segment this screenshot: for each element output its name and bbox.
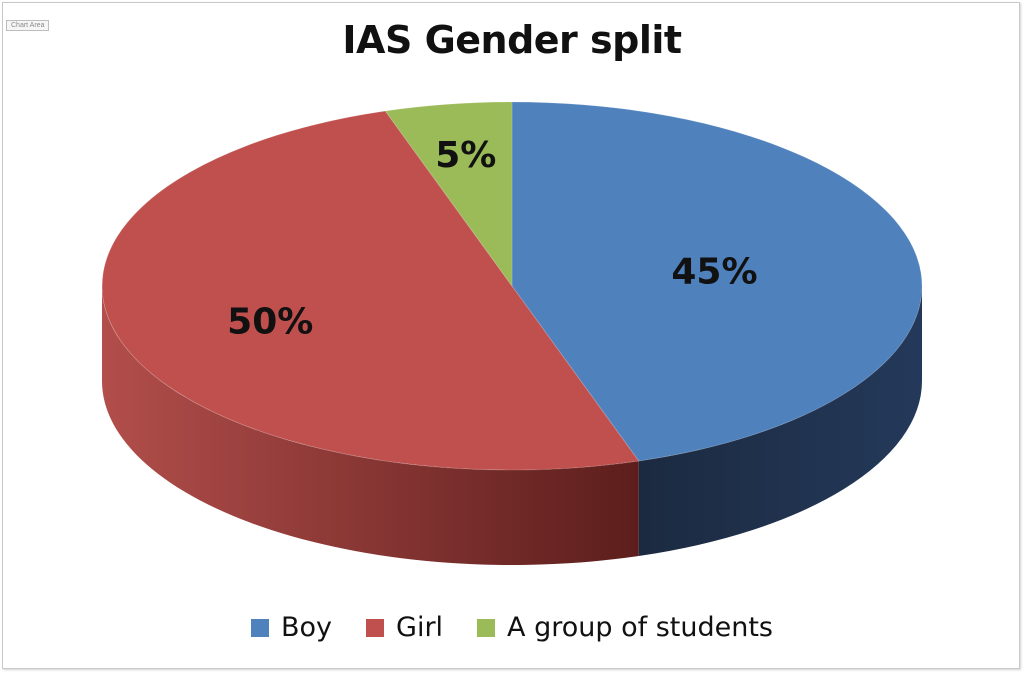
data-label-girl: 50% (227, 301, 313, 342)
slice-boy (511, 101, 923, 462)
chart-title: IAS Gender split (342, 18, 682, 62)
legend-item-group: A group of students (477, 612, 773, 643)
legend-label-girl: Girl (396, 612, 444, 643)
legend-swatch-group (477, 618, 496, 637)
chart-legend: Boy Girl A group of students (0, 612, 1024, 643)
slice-group (384, 101, 513, 288)
data-label-boy: 45% (671, 252, 757, 293)
data-label-group: 5% (435, 135, 496, 176)
legend-label-boy: Boy (280, 612, 333, 643)
legend-swatch-girl (366, 618, 385, 637)
legend-swatch-boy (250, 618, 269, 637)
legend-label-group: A group of students (507, 612, 773, 643)
legend-item-boy: Boy (250, 612, 333, 643)
chart-area-tag: Chart Area (6, 20, 50, 31)
slice-side-boy (638, 286, 922, 556)
slice-girl (102, 110, 640, 471)
slice-side-girl (102, 286, 639, 565)
legend-item-girl: Girl (366, 612, 443, 643)
